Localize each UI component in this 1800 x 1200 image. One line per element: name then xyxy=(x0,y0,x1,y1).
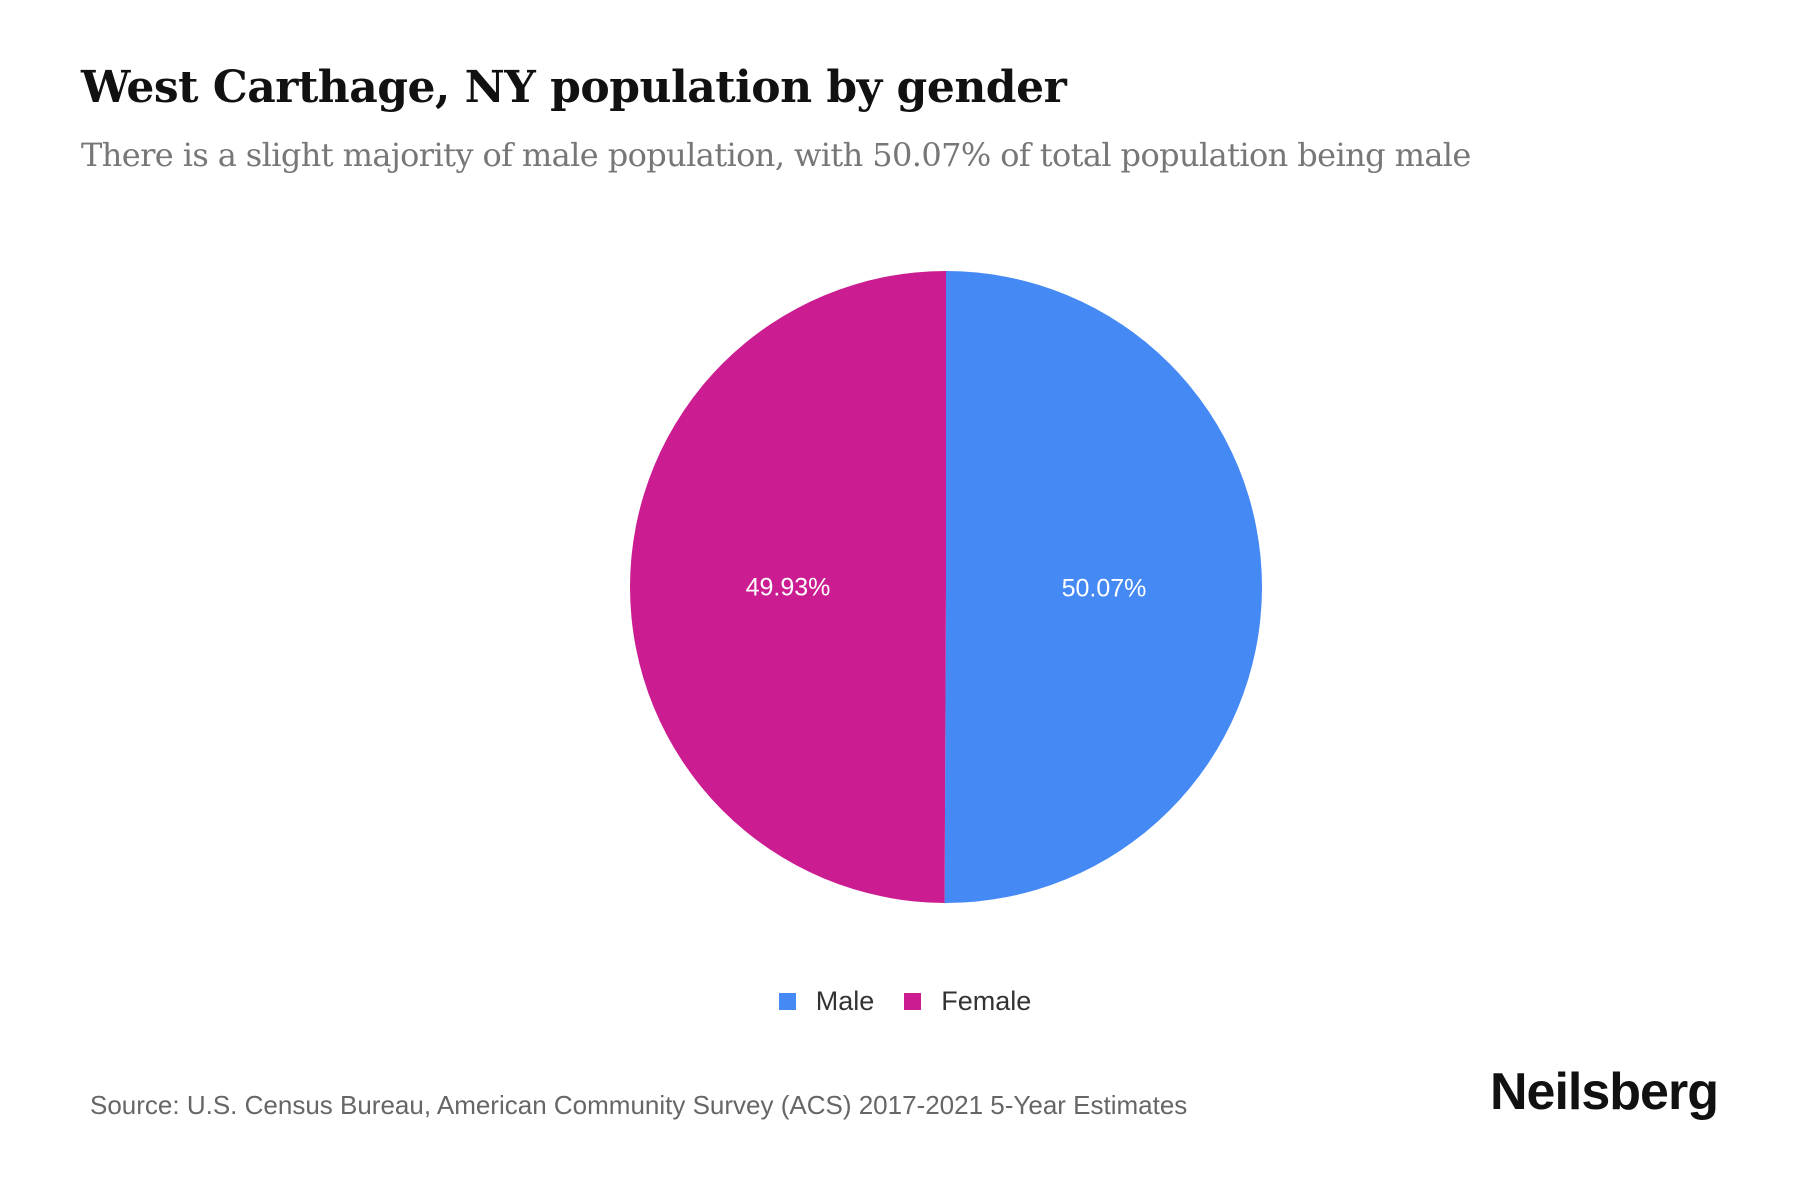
source-note: Source: U.S. Census Bureau, American Com… xyxy=(90,1090,1188,1120)
chart-subtitle: There is a slight majority of male popul… xyxy=(81,136,1471,174)
slice-label-female: 49.93% xyxy=(746,574,831,602)
chart-title: West Carthage, NY population by gender xyxy=(81,62,1067,113)
legend-swatch-female xyxy=(904,993,922,1010)
brand-logo: Neilsberg xyxy=(1490,1063,1719,1121)
legend: Male Female xyxy=(0,986,1800,1017)
legend-label-female: Female xyxy=(941,986,1032,1016)
pie-slice-male[interactable] xyxy=(944,271,1262,903)
legend-item-female[interactable]: Female xyxy=(904,986,1031,1017)
legend-label-male: Male xyxy=(815,986,875,1016)
legend-swatch-male xyxy=(778,993,796,1010)
slice-label-male: 50.07% xyxy=(1062,574,1147,602)
legend-item-male[interactable]: Male xyxy=(778,986,875,1017)
pie-slice-female[interactable] xyxy=(629,270,946,903)
